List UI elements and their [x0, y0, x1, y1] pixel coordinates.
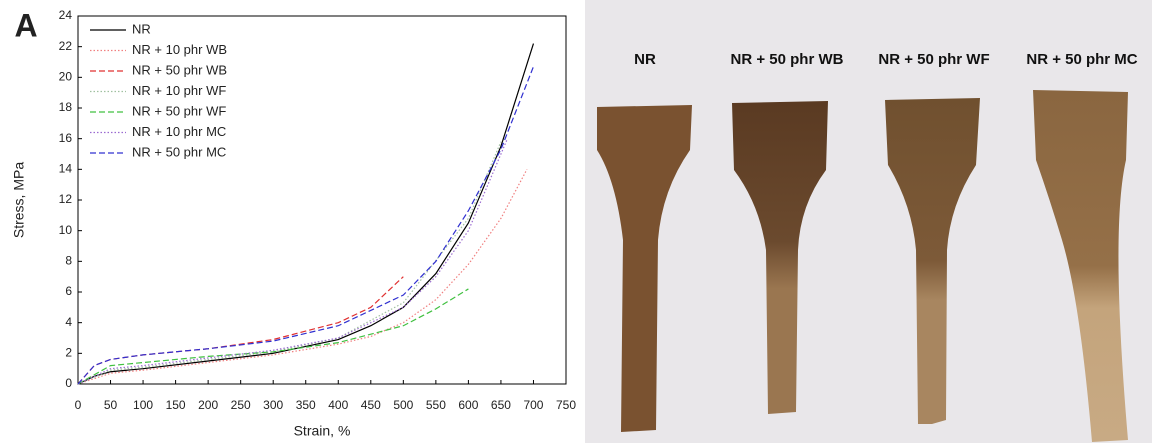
legend-label: NR + 50 phr WB: [132, 62, 227, 77]
sample-nr: [597, 105, 692, 432]
legend-label: NR: [132, 21, 151, 36]
x-tick-label: 600: [458, 398, 478, 412]
y-tick-label: 24: [59, 8, 73, 22]
y-tick-label: 22: [59, 39, 73, 53]
y-tick-label: 20: [59, 70, 73, 84]
y-tick-label: 10: [59, 223, 73, 237]
sample-wb: [732, 101, 828, 414]
legend-label: NR + 50 phr WF: [132, 103, 226, 118]
y-tick-label: 14: [59, 162, 73, 176]
x-axis-label: Strain, %: [294, 423, 351, 439]
x-tick-label: 350: [296, 398, 316, 412]
x-tick-label: 700: [523, 398, 543, 412]
y-tick-label: 16: [59, 131, 73, 145]
x-tick-label: 250: [231, 398, 251, 412]
data-line: [77, 43, 535, 385]
x-tick-label: 100: [133, 398, 153, 412]
legend-label: NR + 10 phr WF: [132, 83, 226, 98]
x-tick-label: 300: [263, 398, 283, 412]
sample-mc: [1033, 90, 1128, 442]
legend-label: NR + 10 phr WB: [132, 42, 227, 57]
photo-label: NR: [634, 51, 656, 68]
y-tick-label: 4: [65, 315, 72, 329]
y-tick-label: 8: [65, 254, 72, 268]
photo-label: NR + 50 phr MC: [1026, 51, 1137, 68]
legend-label: NR + 50 phr MC: [132, 144, 226, 159]
photo-label: NR + 50 phr WB: [731, 51, 844, 68]
sample-wf: [885, 98, 980, 424]
x-tick-label: 450: [361, 398, 381, 412]
x-tick-label: 650: [491, 398, 511, 412]
legend-label: NR + 10 phr MC: [132, 124, 226, 139]
x-tick-label: 150: [166, 398, 186, 412]
x-tick-label: 550: [426, 398, 446, 412]
panel-label: A: [14, 7, 37, 43]
y-tick-label: 12: [59, 192, 73, 206]
x-tick-label: 200: [198, 398, 218, 412]
y-tick-label: 18: [59, 100, 73, 114]
data-line: [77, 66, 535, 385]
x-tick-label: 400: [328, 398, 348, 412]
y-axis-label: Stress, MPa: [11, 162, 27, 238]
x-tick-label: 0: [75, 398, 82, 412]
data-line: [77, 169, 528, 385]
y-tick-label: 6: [65, 284, 72, 298]
data-line: [77, 288, 469, 385]
data-line: [77, 141, 502, 385]
y-tick-label: 0: [65, 376, 72, 390]
x-tick-label: 750: [556, 398, 576, 412]
x-tick-label: 50: [104, 398, 118, 412]
photo-label: NR + 50 phr WF: [878, 51, 989, 68]
x-tick-label: 500: [393, 398, 413, 412]
data-line: [77, 138, 508, 385]
y-tick-label: 2: [65, 346, 72, 360]
